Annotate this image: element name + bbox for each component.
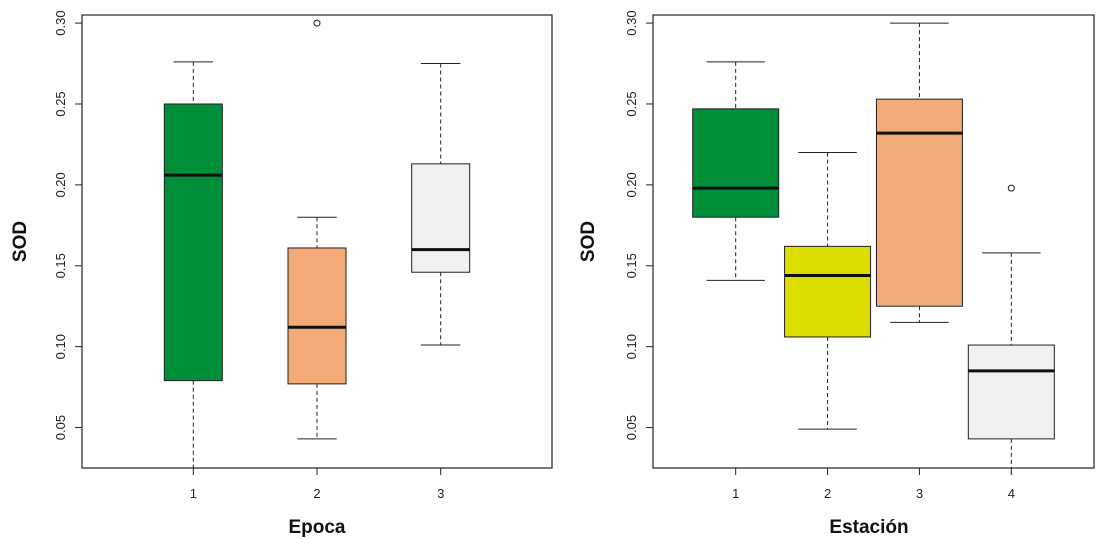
y-tick-label: 0.20 [624, 172, 639, 197]
y-tick-label: 0.25 [53, 91, 68, 116]
y-tick-label: 0.10 [624, 334, 639, 359]
y-tick-label: 0.05 [624, 415, 639, 440]
box-3 [875, 98, 963, 307]
plot-frame [652, 14, 1095, 469]
y-tick-label: 0.25 [624, 91, 639, 116]
x-tick-label: 3 [437, 486, 444, 501]
x-tick-label: 2 [313, 486, 320, 501]
x-axis-title: Estación [829, 517, 908, 538]
box-4 [967, 344, 1055, 440]
box-1 [163, 103, 223, 382]
y-tick-label: 0.30 [53, 10, 68, 35]
x-tick-label: 1 [732, 486, 739, 501]
y-axis-title: SOD [10, 221, 31, 262]
x-tick-label: 1 [190, 486, 197, 501]
y-tick-label: 0.10 [53, 334, 68, 359]
box-3 [411, 163, 471, 273]
panel-estacion: 0.05 0.10 0.15 0.20 0.25 0.30 1 2 3 4 Estación SOD [578, 10, 1095, 538]
outlier-point [1007, 184, 1015, 192]
box-2 [287, 247, 347, 385]
y-axis-title: SOD [578, 221, 599, 262]
box-2 [784, 245, 872, 338]
x-tick-label: 4 [1008, 486, 1015, 501]
x-tick-label: 2 [824, 486, 831, 501]
y-tick-label: 0.05 [53, 415, 68, 440]
x-axis-title: Epoca [288, 517, 345, 538]
x-tick-label: 3 [916, 486, 923, 501]
box-1 [692, 108, 780, 218]
y-tick-label: 0.15 [53, 253, 68, 278]
y-tick-label: 0.20 [53, 172, 68, 197]
y-tick-label: 0.30 [624, 10, 639, 35]
outlier-point [313, 19, 321, 27]
y-tick-label: 0.15 [624, 253, 639, 278]
panel-epoca: 0.05 0.10 0.15 0.20 0.25 0.30 1 2 3 Epoca SOD [10, 10, 553, 538]
